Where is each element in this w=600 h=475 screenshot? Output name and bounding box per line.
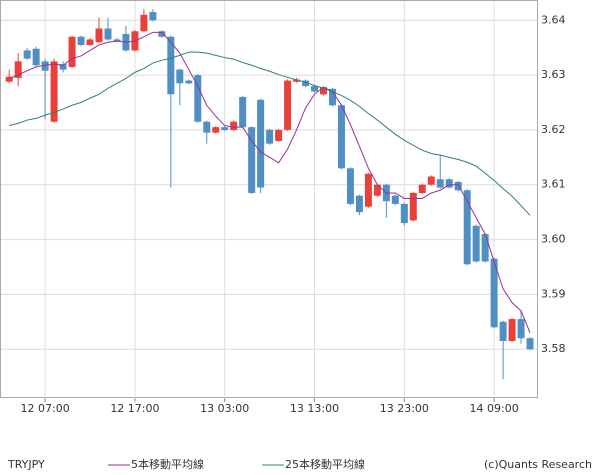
y-tick-label: 3.62 bbox=[541, 123, 566, 136]
candle-body bbox=[257, 99, 265, 188]
candle-body bbox=[212, 127, 220, 133]
candle-body bbox=[23, 50, 31, 59]
candle-body bbox=[59, 64, 67, 70]
candle-body bbox=[77, 36, 85, 45]
candle-body bbox=[158, 31, 166, 37]
candle-body bbox=[320, 87, 327, 95]
candle-body bbox=[508, 319, 516, 341]
candle-body bbox=[14, 61, 22, 78]
candle-body bbox=[50, 61, 58, 122]
candle-body bbox=[400, 203, 408, 224]
candle-body bbox=[221, 127, 229, 130]
candle-body bbox=[275, 129, 283, 141]
candle-body bbox=[5, 76, 13, 82]
candle-body bbox=[427, 176, 435, 185]
moving-average-line bbox=[9, 31, 531, 333]
candle-body bbox=[481, 234, 489, 262]
candle-body bbox=[490, 258, 498, 328]
candle-body bbox=[203, 121, 211, 133]
candle-body bbox=[32, 48, 40, 66]
candle-body bbox=[328, 88, 336, 106]
candle-body bbox=[526, 338, 534, 350]
candle-body bbox=[113, 39, 121, 42]
candle-body bbox=[104, 28, 112, 40]
candle-body bbox=[436, 179, 444, 188]
candle-body bbox=[311, 86, 319, 92]
candle-body bbox=[454, 182, 462, 191]
candle-body bbox=[86, 39, 94, 45]
candle-body bbox=[167, 36, 175, 95]
candle-body bbox=[239, 97, 247, 128]
candle-body bbox=[41, 61, 49, 71]
candle-body bbox=[499, 321, 507, 341]
candle-body bbox=[293, 79, 301, 82]
y-tick-label: 3.63 bbox=[541, 68, 566, 81]
candle-body bbox=[463, 190, 471, 265]
plot-area bbox=[0, 0, 538, 398]
candle-body bbox=[140, 14, 148, 32]
candle-body bbox=[346, 168, 354, 204]
candle-body bbox=[95, 28, 103, 43]
x-tick-label: 12 07:00 bbox=[21, 402, 70, 415]
credit: (c)Quants Research bbox=[484, 458, 592, 471]
y-tick-label: 3.58 bbox=[541, 342, 566, 355]
candle-body bbox=[409, 192, 417, 221]
candle-body bbox=[355, 195, 363, 213]
x-tick-label: 13 13:00 bbox=[290, 402, 339, 415]
y-tick-label: 3.60 bbox=[541, 233, 566, 246]
candle-body bbox=[472, 225, 480, 262]
moving-average-line bbox=[9, 51, 531, 216]
candle-body bbox=[391, 195, 399, 204]
x-tick-label: 12 17:00 bbox=[110, 402, 159, 415]
candle-body bbox=[194, 75, 202, 122]
candle-body bbox=[68, 36, 76, 67]
candle-body bbox=[284, 80, 292, 130]
y-tick-label: 3.59 bbox=[541, 287, 566, 300]
candle-body bbox=[248, 127, 256, 193]
candle-body bbox=[418, 184, 426, 193]
candle-body bbox=[364, 173, 372, 207]
x-tick-label: 13 03:00 bbox=[200, 402, 249, 415]
candle-body bbox=[185, 80, 193, 84]
legend-label: 25本移動平均線 bbox=[285, 457, 365, 471]
y-tick-label: 3.64 bbox=[541, 13, 566, 26]
candle-body bbox=[337, 105, 345, 169]
x-tick-label: 13 23:00 bbox=[380, 402, 429, 415]
candle-body bbox=[373, 184, 381, 196]
legend-label: 5本移動平均線 bbox=[131, 457, 204, 471]
candle-body bbox=[517, 319, 525, 339]
candle-body bbox=[266, 129, 274, 144]
candle-body bbox=[302, 80, 310, 87]
y-tick-label: 3.61 bbox=[541, 178, 566, 191]
symbol: TRYJPY bbox=[7, 458, 45, 471]
candle-body bbox=[230, 121, 238, 130]
x-tick-label: 14 09:00 bbox=[470, 402, 519, 415]
candle-body bbox=[149, 12, 157, 21]
candle-body bbox=[445, 179, 453, 188]
candle-body bbox=[176, 69, 184, 84]
